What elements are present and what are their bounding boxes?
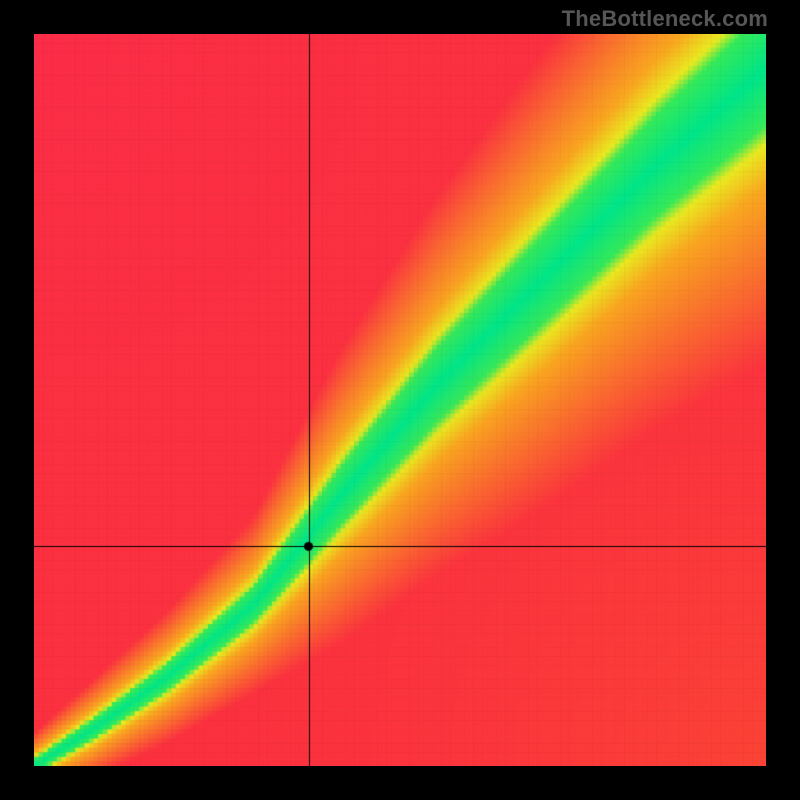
chart-container: TheBottleneck.com: [0, 0, 800, 800]
watermark-text: TheBottleneck.com: [562, 6, 768, 32]
bottleneck-heatmap: [34, 34, 766, 766]
